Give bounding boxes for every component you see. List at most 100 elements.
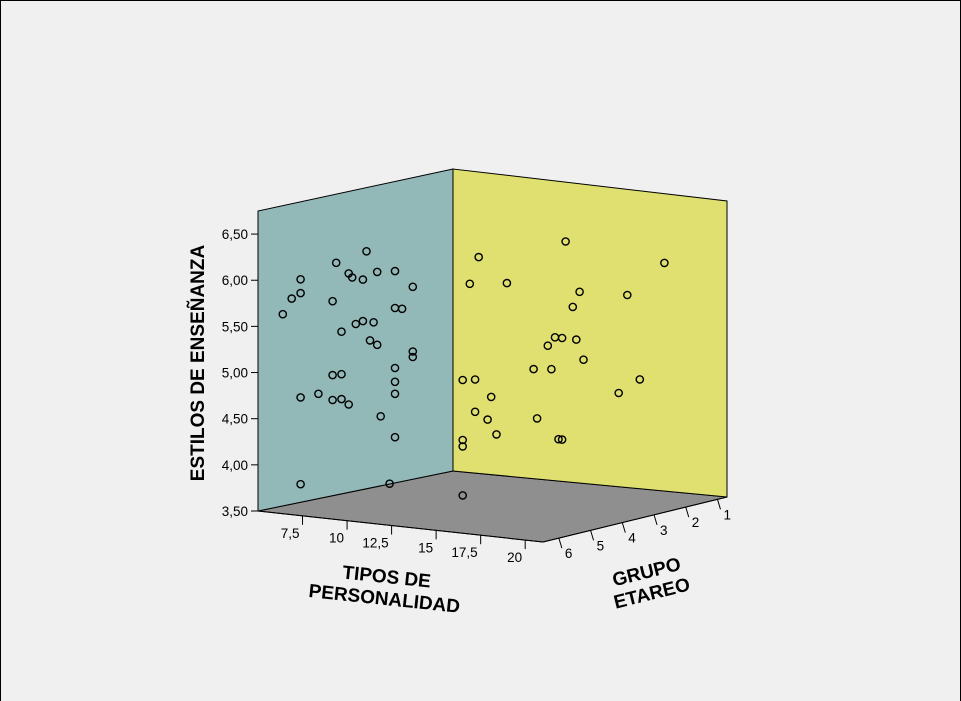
chart-side-wall xyxy=(452,168,728,498)
data-point xyxy=(390,389,400,399)
data-point xyxy=(614,388,624,398)
data-point xyxy=(358,316,368,326)
data-point xyxy=(390,266,400,276)
y-tick-label: 5,00 xyxy=(222,366,248,381)
data-point xyxy=(376,411,386,421)
z-tick-label: 5 xyxy=(597,538,605,553)
y-tick-label: 4,00 xyxy=(222,458,248,473)
y-tick-label: 4,50 xyxy=(222,412,248,427)
data-point xyxy=(458,491,468,500)
data-point xyxy=(470,375,480,384)
x-tick-label: 15 xyxy=(418,540,433,555)
y-axis-title: ESTILOS DE ENSEÑANZA xyxy=(187,244,209,481)
data-point xyxy=(547,364,556,374)
data-point xyxy=(358,275,368,284)
data-point xyxy=(347,273,357,282)
y-tick-label: 6,50 xyxy=(222,227,248,242)
z-tick-label: 2 xyxy=(692,515,700,530)
x-tick-label: 20 xyxy=(507,550,522,565)
data-point xyxy=(470,407,480,417)
x-tick-label: 17,5 xyxy=(451,545,477,560)
data-point xyxy=(465,279,475,289)
data-point xyxy=(328,296,337,306)
z-tick-mark xyxy=(653,514,658,525)
data-point xyxy=(557,333,567,343)
data-point xyxy=(543,341,553,351)
z-tick-mark xyxy=(717,499,721,510)
z-axis-line xyxy=(542,496,728,543)
data-point xyxy=(385,479,394,489)
data-point xyxy=(296,274,305,284)
data-point xyxy=(408,352,418,362)
data-point xyxy=(314,389,323,399)
y-tick-label: 6,00 xyxy=(222,273,248,288)
data-point xyxy=(529,364,538,374)
data-point xyxy=(344,400,354,409)
data-point xyxy=(372,267,382,277)
x-tick-label: 10 xyxy=(329,531,344,546)
z-tick-mark xyxy=(590,530,595,541)
x-axis-line xyxy=(257,510,544,543)
data-point xyxy=(568,302,578,312)
y-axis: 3,50 4,00 4,50 5,00 5,50 6,00 6,50 xyxy=(222,227,258,519)
data-point xyxy=(337,327,346,337)
z-tick-label: 3 xyxy=(660,523,668,538)
chart-walls xyxy=(257,168,728,543)
data-point xyxy=(458,375,468,385)
data-point xyxy=(492,430,501,439)
x-tick-label: 7,5 xyxy=(281,526,300,541)
data-point xyxy=(328,395,337,405)
data-point xyxy=(458,442,468,451)
z-axis: 1 2 3 4 5 6 xyxy=(558,499,731,561)
data-point xyxy=(557,435,567,444)
data-point xyxy=(660,258,669,268)
data-point xyxy=(623,290,632,300)
data-point xyxy=(561,237,570,246)
data-point xyxy=(635,375,645,384)
chart-back-wall xyxy=(257,168,454,512)
data-point xyxy=(328,370,337,380)
data-point xyxy=(575,287,584,297)
data-point xyxy=(390,377,400,387)
data-point xyxy=(458,435,468,445)
data-point xyxy=(572,335,581,344)
data-point xyxy=(337,394,346,404)
data-point xyxy=(369,317,378,327)
z-tick-mark xyxy=(685,506,690,518)
data-point xyxy=(579,355,588,365)
data-point xyxy=(397,304,407,314)
z-tick-label: 1 xyxy=(723,507,731,522)
data-point xyxy=(502,278,512,288)
data-point xyxy=(331,258,341,268)
data-point xyxy=(483,415,492,424)
data-point xyxy=(365,336,375,345)
y-tick-label: 5,50 xyxy=(222,319,248,334)
data-point xyxy=(408,282,418,292)
data-point xyxy=(296,393,305,402)
data-point xyxy=(390,432,400,442)
data-point xyxy=(296,479,305,489)
data-point xyxy=(296,288,305,298)
z-axis-title: GRUPO ETAREO xyxy=(610,554,692,614)
y-tick-label: 3,50 xyxy=(222,504,248,519)
data-point xyxy=(351,319,361,329)
data-point xyxy=(486,392,496,402)
data-points xyxy=(278,237,669,500)
z-tick-mark xyxy=(621,522,626,533)
data-point xyxy=(390,363,400,373)
z-tick-label: 6 xyxy=(565,546,573,561)
data-point xyxy=(362,246,371,256)
z-tick-mark xyxy=(558,537,563,549)
x-axis: 7,5 10 12,5 15 17,5 20 xyxy=(281,515,526,565)
data-point xyxy=(408,347,418,356)
data-point xyxy=(474,252,484,262)
data-point xyxy=(337,369,346,379)
x-axis-title: TIPOS DE PERSONALIDAD xyxy=(308,562,461,617)
data-point xyxy=(287,294,297,303)
data-point xyxy=(278,309,288,319)
data-point xyxy=(554,434,563,444)
z-tick-label: 4 xyxy=(628,531,636,546)
data-point xyxy=(372,340,382,350)
